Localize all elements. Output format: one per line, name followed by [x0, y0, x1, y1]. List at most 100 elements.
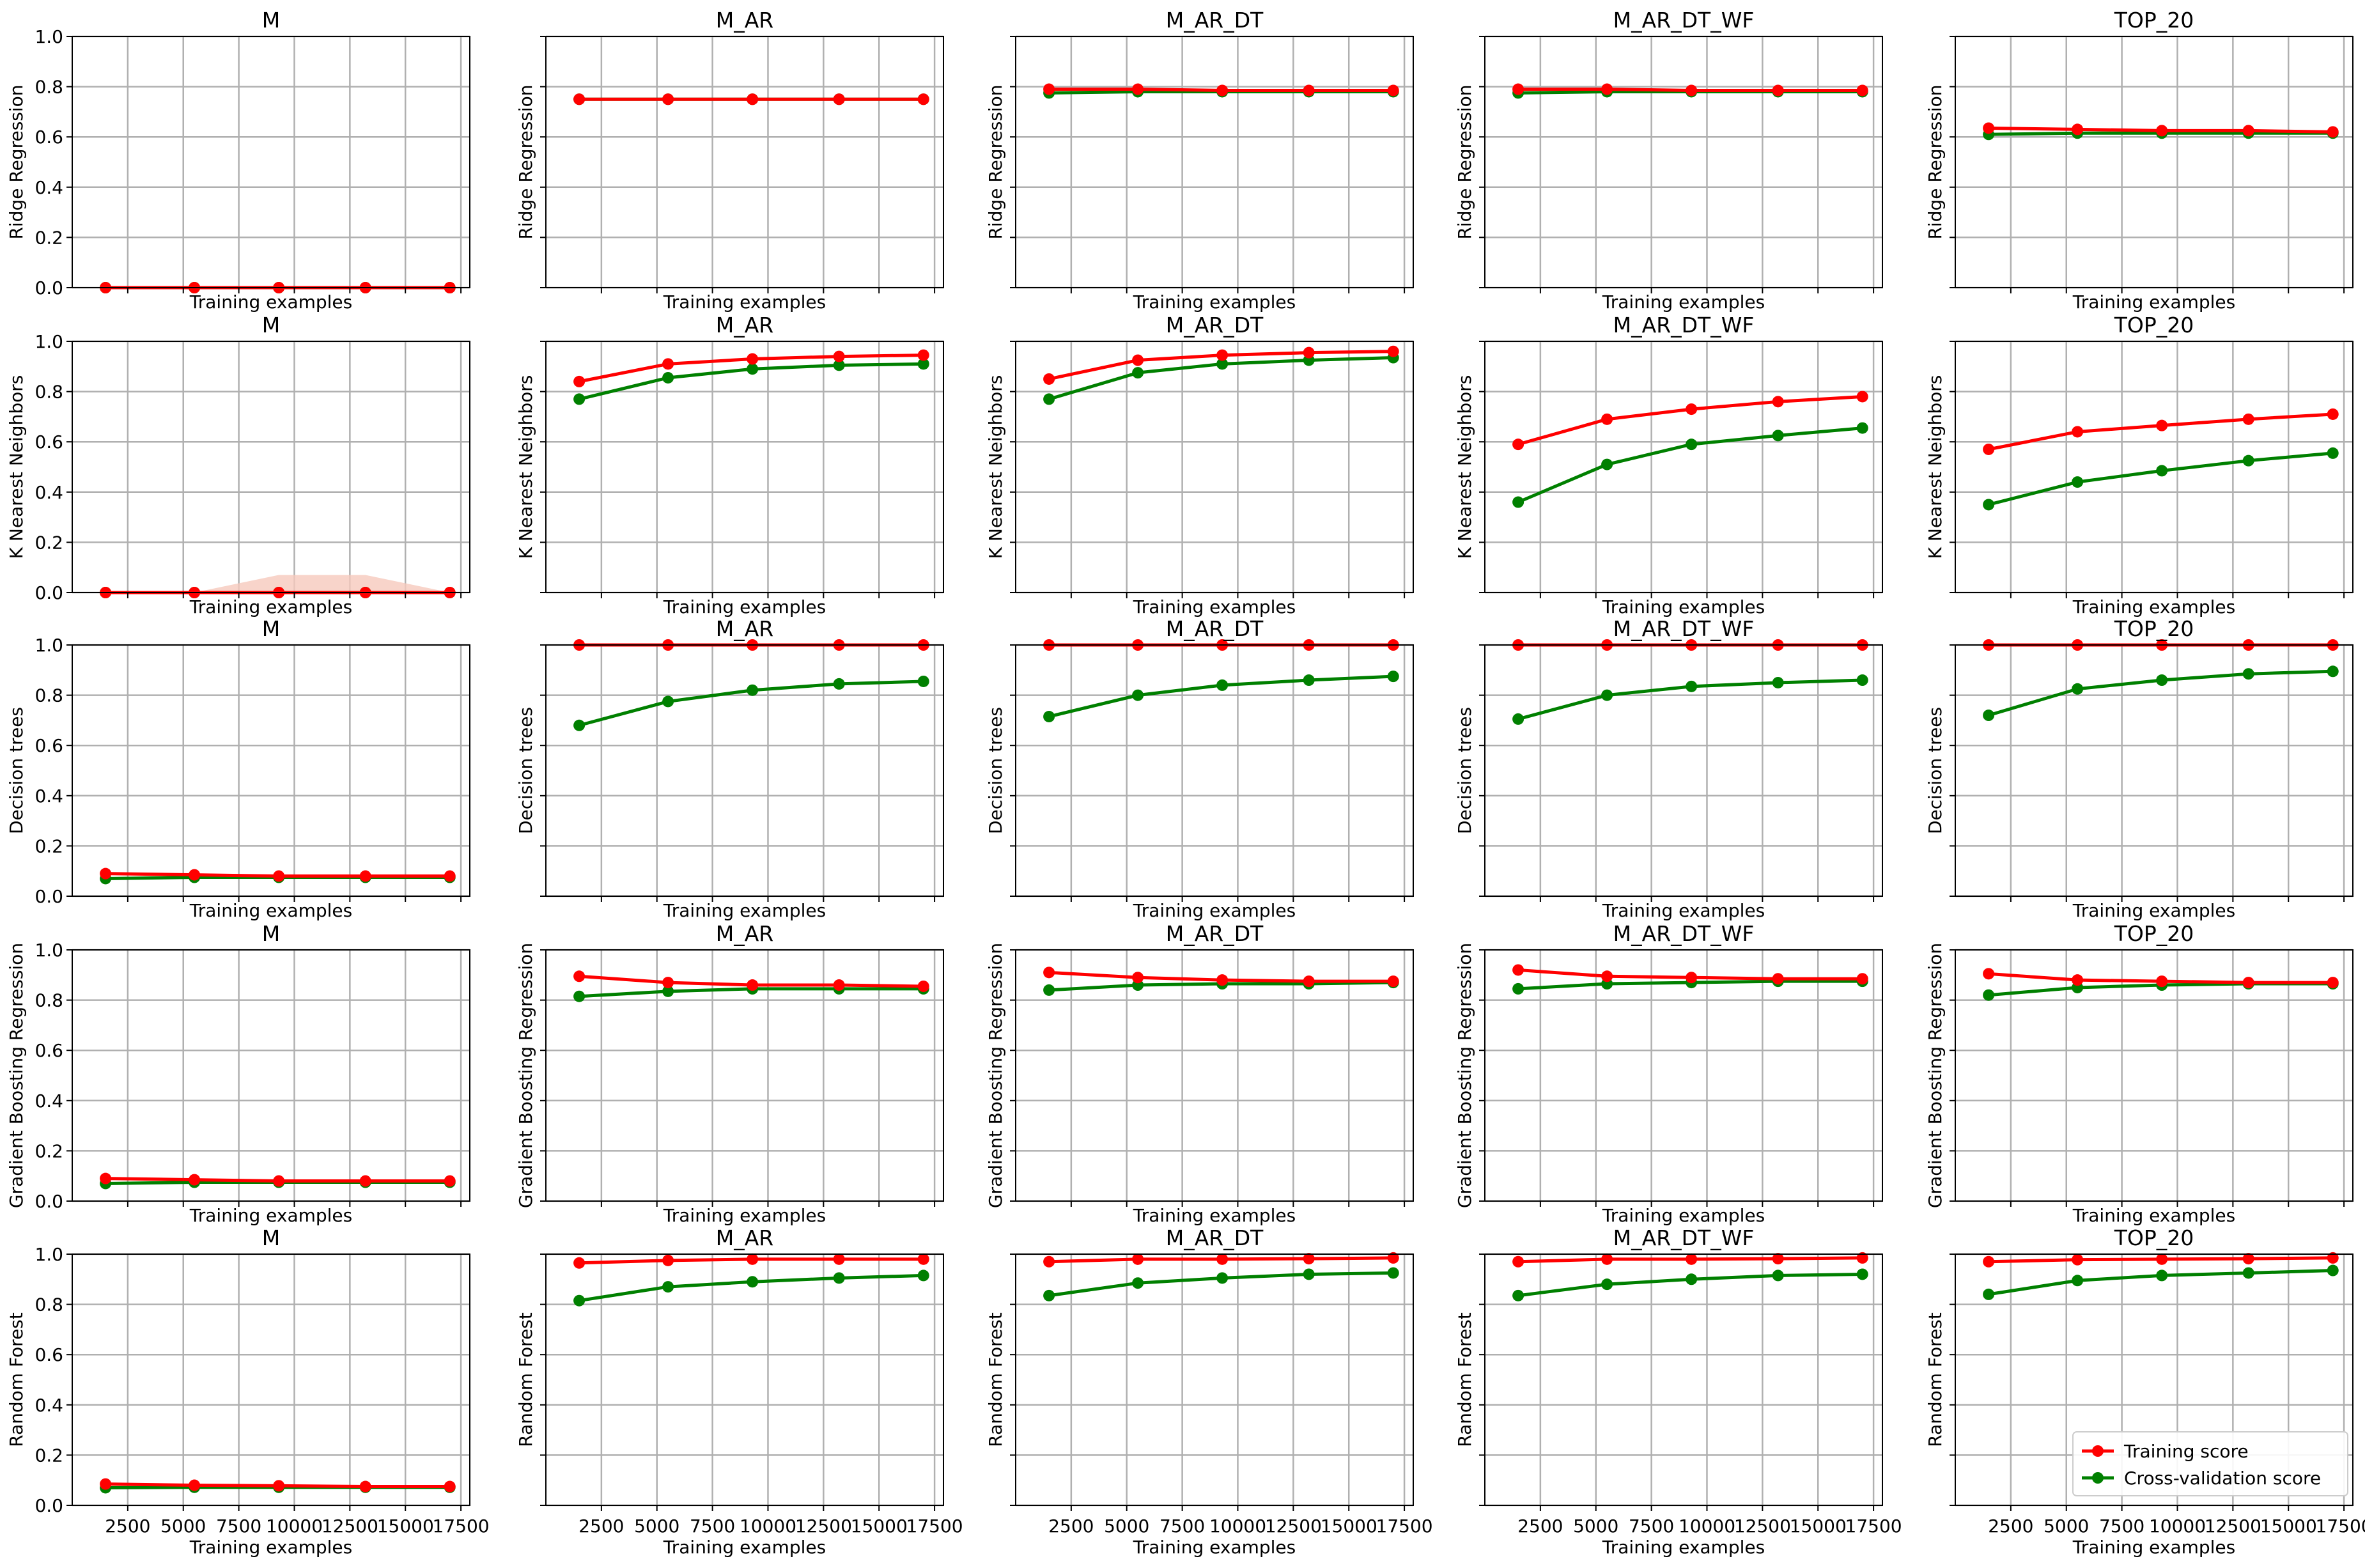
y-tick-label: 0.6 — [35, 735, 63, 756]
training-score-point — [1856, 1252, 1868, 1264]
panel-title: TOP_20 — [2114, 921, 2194, 946]
training-score-point — [1686, 1253, 1698, 1265]
training-score-point — [662, 977, 674, 989]
x-axis-label: Training examples — [2072, 1537, 2236, 1558]
training-score-point — [1512, 439, 1524, 451]
panel-title: M_AR — [716, 921, 773, 946]
y-axis-label: Decision trees — [985, 707, 1006, 834]
training-score-point — [1601, 970, 1613, 982]
x-tick-label: 2500 — [1517, 1516, 1563, 1537]
y-tick-label: 0.0 — [35, 277, 63, 299]
x-tick-label: 17500 — [906, 1516, 963, 1537]
x-tick-label: 10000 — [1209, 1516, 1266, 1537]
cv-score-point — [833, 359, 845, 371]
training-score-point — [2072, 123, 2084, 136]
panel-r2-c3: M_AR_DT_WF Training examples Decision tree… — [1454, 616, 1883, 921]
cv-score-point — [662, 1281, 674, 1293]
axes-frame — [545, 1254, 944, 1506]
cv-score-point — [1856, 674, 1868, 687]
training-score-point — [1043, 1255, 1055, 1268]
training-score-line — [1988, 412, 2333, 451]
panel-title: TOP_20 — [2114, 616, 2194, 641]
cv-score-point — [573, 990, 585, 1002]
panel-title: M_AR_DT — [1166, 1225, 1264, 1250]
cv-score-point — [2156, 1269, 2168, 1282]
axes-frame — [72, 1254, 470, 1506]
y-tick-label: 0.6 — [35, 1040, 63, 1061]
y-tick-label: 0.4 — [35, 786, 63, 807]
y-tick-label: 0.6 — [35, 431, 63, 453]
x-axis-label: Training examples — [1133, 1205, 1296, 1226]
cv-score-point — [1983, 710, 1995, 722]
x-axis-label: Training examples — [189, 596, 353, 617]
training-score-point — [1303, 84, 1315, 97]
panel-r2-c0: 0.0 0.2 0.4 0.6 0.8 1.0 M Training examples Deci… — [6, 616, 470, 921]
x-axis-label: Training examples — [2072, 596, 2236, 617]
panel-r3-c0: 0.0 0.2 0.4 0.6 0.8 1.0 M Training examples Grad… — [6, 921, 470, 1226]
x-tick-label: 15000 — [2260, 1516, 2317, 1537]
axes-frame — [1015, 949, 1414, 1202]
training-score-point — [1983, 968, 1995, 980]
y-axis-label: Ridge Regression — [6, 84, 27, 239]
cv-score-point — [1216, 358, 1229, 370]
cv-score-point — [1512, 982, 1524, 995]
panel-title: M_AR_DT_WF — [1613, 8, 1755, 33]
y-axis-label: Gradient Boosting Regression — [6, 943, 27, 1208]
training-score-point — [273, 1480, 285, 1492]
training-score-point — [2327, 1252, 2339, 1264]
panel-title: M — [262, 8, 280, 33]
y-tick-label: 1.0 — [35, 635, 63, 656]
panel-title: M_AR_DT_WF — [1613, 1225, 1755, 1250]
training-score-point — [917, 1253, 929, 1265]
panel-title: M_AR_DT_WF — [1613, 313, 1755, 338]
y-axis-label: K Nearest Neighbors — [6, 375, 27, 559]
y-tick-label: 0.2 — [35, 1140, 63, 1161]
legend-swatch-marker — [2092, 1445, 2104, 1457]
y-axis-label: Gradient Boosting Regression — [985, 943, 1006, 1208]
training-score-point — [1856, 973, 1868, 985]
x-tick-label: 5000 — [160, 1516, 206, 1537]
x-tick-label: 7500 — [2099, 1516, 2144, 1537]
training-score-point — [1303, 346, 1315, 359]
cv-score-point — [1772, 1269, 1784, 1282]
panel-r3-c4: TOP_20 Training examples Gradient Boosting… — [1925, 921, 2353, 1226]
cv-score-point — [2327, 665, 2339, 678]
cv-score-point — [1686, 680, 1698, 692]
panel-title: M_AR_DT — [1166, 616, 1264, 641]
training-score-point — [2156, 419, 2168, 431]
axes-frame — [72, 341, 470, 593]
cv-score-point — [662, 985, 674, 997]
axes-frame — [1484, 341, 1883, 593]
axes-frame — [1484, 949, 1883, 1202]
y-tick-label: 0.6 — [35, 127, 63, 148]
x-axis-label: Training examples — [189, 900, 353, 921]
panel-r1-c0: 0.0 0.2 0.4 0.6 0.8 1.0 M Training examples K Ne… — [6, 313, 470, 617]
y-axis-label: Decision trees — [1454, 707, 1475, 834]
y-tick-label: 0.0 — [35, 582, 63, 603]
x-axis-label: Training examples — [663, 900, 826, 921]
cv-score-point — [1303, 674, 1315, 687]
x-axis-label: Training examples — [663, 1537, 826, 1558]
training-score-point — [1043, 966, 1055, 979]
x-axis-label: Training examples — [1133, 291, 1296, 313]
training-score-point — [2327, 126, 2339, 138]
cv-score-point — [2242, 1267, 2254, 1279]
training-score-point — [833, 979, 845, 991]
x-axis-label: Training examples — [1133, 1537, 1296, 1558]
training-score-point — [1686, 972, 1698, 984]
panel-title: M_AR — [716, 616, 773, 641]
y-axis-label: Decision trees — [1925, 707, 1946, 834]
x-axis-label: Training examples — [1602, 1537, 1765, 1558]
cv-score-point — [1216, 1272, 1229, 1284]
cv-score-point — [1387, 1267, 1399, 1279]
training-score-point — [573, 970, 585, 982]
training-score-point — [273, 870, 285, 882]
y-axis-label: Random Forest — [1454, 1312, 1475, 1447]
panel-r1-c3: M_AR_DT_WF Training examples K Nearest Nei… — [1454, 313, 1883, 617]
cv-score-point — [1772, 676, 1784, 688]
x-tick-label: 10000 — [2149, 1516, 2206, 1537]
cv-score-point — [1132, 1277, 1144, 1289]
training-score-point — [444, 1480, 456, 1493]
axes-frame — [72, 36, 470, 288]
training-score-point — [1303, 1253, 1315, 1265]
